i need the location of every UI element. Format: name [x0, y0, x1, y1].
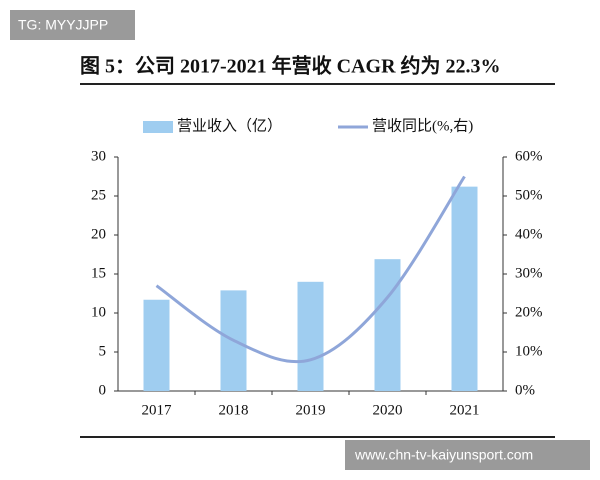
y2-tick-label: 10% [515, 343, 543, 359]
x-tick-label: 2018 [219, 402, 249, 418]
line [155, 175, 466, 364]
y-tick-label: 15 [91, 265, 106, 281]
y2-tick-label: 60% [515, 148, 543, 164]
x-tick-label: 2020 [373, 402, 403, 418]
legend-label: 营业收入（亿） [177, 117, 282, 134]
watermark-box [345, 440, 590, 470]
x-tick-label: 2021 [450, 402, 480, 418]
chart-title: 图 5：公司 2017-2021 年营收 CAGR 约为 22.3% [80, 54, 501, 78]
y-tick-label: 30 [91, 148, 106, 164]
legend-swatch [143, 121, 173, 133]
x-tick-label: 2017 [142, 402, 173, 418]
y2-tick-label: 30% [515, 265, 543, 281]
x-tick-label: 2019 [296, 402, 326, 418]
bar [451, 186, 478, 391]
bar [143, 299, 170, 391]
y-tick-label: 0 [99, 382, 107, 398]
y2-tick-label: 20% [515, 304, 543, 320]
watermark-box [10, 10, 135, 40]
y-tick-label: 5 [99, 343, 107, 359]
y2-tick-label: 50% [515, 187, 543, 203]
y2-tick-label: 0% [515, 382, 535, 398]
y-tick-label: 25 [91, 187, 106, 203]
y2-tick-label: 40% [515, 226, 543, 242]
y-tick-label: 10 [91, 304, 106, 320]
y-tick-label: 20 [91, 226, 106, 242]
legend-label: 营收同比(%,右) [372, 117, 473, 134]
bar [297, 281, 324, 391]
watermark: www.chn-tv-kaiyunsport.com [354, 447, 533, 463]
watermark: TG: MYYJJPP [18, 17, 108, 33]
bar [374, 259, 401, 391]
